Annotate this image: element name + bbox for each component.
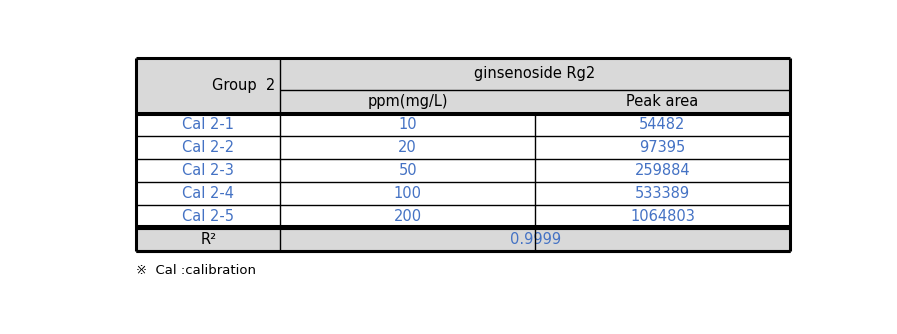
Text: ppm(mg/L): ppm(mg/L) xyxy=(368,94,448,109)
Bar xyxy=(280,113,536,136)
Text: 0.9999: 0.9999 xyxy=(509,232,561,247)
Text: 54482: 54482 xyxy=(640,117,685,132)
Text: Cal 2-3: Cal 2-3 xyxy=(182,163,234,178)
Text: Cal 2-2: Cal 2-2 xyxy=(182,140,234,155)
Bar xyxy=(280,159,536,182)
Bar xyxy=(536,159,790,182)
Bar xyxy=(280,205,536,228)
Bar xyxy=(280,58,790,90)
Bar xyxy=(280,136,536,159)
Text: 200: 200 xyxy=(394,209,422,224)
Bar xyxy=(536,113,790,136)
Text: Cal 2-4: Cal 2-4 xyxy=(182,186,234,201)
Text: Cal 2-5: Cal 2-5 xyxy=(182,209,234,224)
Bar xyxy=(280,90,536,113)
Bar xyxy=(280,182,536,205)
Bar xyxy=(536,136,790,159)
Text: 10: 10 xyxy=(398,117,417,132)
Text: ginsenoside Rg2: ginsenoside Rg2 xyxy=(475,66,596,81)
Text: 533389: 533389 xyxy=(635,186,690,201)
Bar xyxy=(136,228,280,251)
Text: ※  Cal :calibration: ※ Cal :calibration xyxy=(136,264,257,277)
Bar xyxy=(536,182,790,205)
Text: Cal 2-1: Cal 2-1 xyxy=(182,117,234,132)
Text: 100: 100 xyxy=(394,186,422,201)
Text: 50: 50 xyxy=(398,163,417,178)
Bar xyxy=(536,90,790,113)
Bar xyxy=(136,205,280,228)
Text: 20: 20 xyxy=(398,140,417,155)
Bar xyxy=(136,58,280,113)
Bar xyxy=(136,113,280,136)
Text: 1064803: 1064803 xyxy=(630,209,695,224)
Text: Peak area: Peak area xyxy=(626,94,699,109)
Text: R²: R² xyxy=(200,232,216,247)
Text: Group  2: Group 2 xyxy=(212,78,275,93)
Bar xyxy=(136,182,280,205)
Bar xyxy=(136,136,280,159)
Bar xyxy=(536,205,790,228)
Text: 97395: 97395 xyxy=(640,140,685,155)
Bar xyxy=(136,159,280,182)
Bar xyxy=(280,228,790,251)
Text: 259884: 259884 xyxy=(635,163,691,178)
